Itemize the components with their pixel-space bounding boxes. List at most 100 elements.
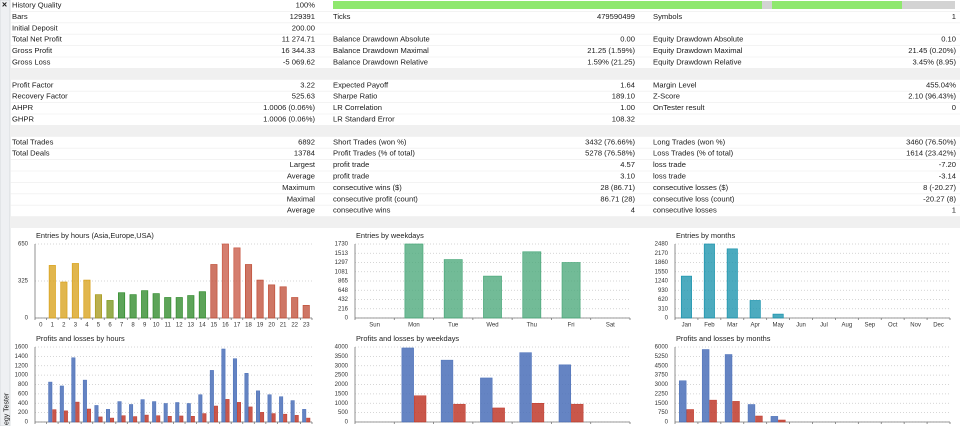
bar xyxy=(152,401,157,423)
x-tick-label: Aug xyxy=(842,323,853,329)
field-value: 0 xyxy=(952,103,956,112)
field-value: 11 274.71 xyxy=(282,35,315,44)
bar xyxy=(71,357,76,423)
bar xyxy=(703,243,715,319)
bar xyxy=(190,416,195,423)
bar xyxy=(198,394,203,423)
x-tick-label: Mon xyxy=(408,323,420,329)
x-tick-label: 19 xyxy=(257,323,264,329)
bar xyxy=(75,401,80,423)
field-value: 8 (-20.27) xyxy=(923,183,956,192)
bar xyxy=(83,279,91,319)
x-tick-label: 2 xyxy=(62,323,66,329)
bar xyxy=(267,394,272,423)
bar xyxy=(237,402,241,423)
field-value: 1614 (23.42%) xyxy=(906,149,956,158)
y-tick-label: 5250 xyxy=(655,354,669,360)
bar xyxy=(86,408,91,423)
field-label: Total Trades xyxy=(12,137,54,146)
y-tick-label: 1240 xyxy=(655,279,669,285)
field-value: 479590499 xyxy=(597,12,635,21)
chart: Entries by weekdays 0 216 432 648 865 1081 1297… xyxy=(335,231,631,329)
y-tick-label: 325 xyxy=(18,279,29,285)
bar xyxy=(141,290,149,319)
bar xyxy=(209,370,214,423)
bar xyxy=(210,264,218,319)
field-label: Profit Factor xyxy=(12,80,54,89)
field-value: 21.25 (1.59%) xyxy=(587,46,635,55)
bar xyxy=(244,264,253,319)
y-tick-label: 3500 xyxy=(335,354,349,360)
y-tick-label: 2500 xyxy=(335,373,349,379)
field-label: AHPR xyxy=(12,103,34,112)
bar xyxy=(401,347,414,423)
x-tick-label: 17 xyxy=(234,323,241,329)
x-tick-label: Jun xyxy=(796,323,806,329)
y-tick-label: 200 xyxy=(18,410,29,416)
field-value: 0.10 xyxy=(941,35,956,44)
field-label: Long Trades (won %) xyxy=(653,137,726,146)
bar xyxy=(701,349,710,423)
quality-gap xyxy=(902,1,955,9)
field-value: 6892 xyxy=(298,137,315,146)
y-tick-label: 432 xyxy=(338,297,349,303)
bar xyxy=(480,377,493,423)
bar xyxy=(453,403,466,423)
field-label: consecutive losses ($) xyxy=(653,183,729,192)
bar xyxy=(152,293,160,319)
bar xyxy=(98,416,103,423)
field-value: 189.10 xyxy=(612,92,635,101)
y-tick-label: 0 xyxy=(665,316,669,322)
bar xyxy=(726,248,738,319)
field-value: Average xyxy=(287,206,315,215)
bar xyxy=(772,313,784,319)
y-tick-label: 3000 xyxy=(335,363,349,369)
bar xyxy=(133,416,138,423)
x-tick-label: 9 xyxy=(143,323,147,329)
quality-gap xyxy=(762,1,772,9)
bar xyxy=(492,407,505,423)
side-label: egy Tester xyxy=(3,392,10,425)
bar xyxy=(306,417,311,423)
close-button[interactable]: × xyxy=(2,0,7,9)
field-label: Gross Loss xyxy=(12,58,51,67)
history-quality-bar xyxy=(333,1,955,9)
bar xyxy=(770,416,779,423)
bar xyxy=(531,403,545,423)
bar xyxy=(260,412,265,423)
field-label: Margin Level xyxy=(653,80,697,89)
y-tick-label: 1000 xyxy=(335,401,349,407)
y-tick-label: 0 xyxy=(345,316,349,322)
field-label: loss trade xyxy=(653,160,686,169)
bar xyxy=(52,409,57,423)
bar xyxy=(221,348,226,423)
bar xyxy=(291,297,299,319)
bar xyxy=(117,401,122,423)
bar xyxy=(118,292,126,319)
x-tick-label: 20 xyxy=(268,323,275,329)
y-tick-label: 0 xyxy=(345,420,349,426)
field-value: 21.45 (0.20%) xyxy=(908,46,956,55)
y-tick-label: 2480 xyxy=(655,242,669,248)
bar xyxy=(63,410,68,423)
bar xyxy=(202,413,207,423)
field-label: consecutive losses xyxy=(653,206,717,215)
y-tick-label: 620 xyxy=(658,297,669,303)
field-value: Average xyxy=(287,172,315,181)
field-label: consecutive wins ($) xyxy=(333,183,402,192)
bar xyxy=(747,404,756,423)
field-label: GHPR xyxy=(12,115,34,124)
bar xyxy=(94,405,99,423)
x-tick-label: May xyxy=(772,323,783,329)
field-value: 3432 (76.66%) xyxy=(585,137,635,146)
y-tick-label: 1500 xyxy=(655,401,669,407)
bar xyxy=(294,415,299,423)
y-tick-label: 2250 xyxy=(655,391,669,397)
x-tick-label: 8 xyxy=(131,323,135,329)
x-tick-label: Nov xyxy=(910,323,921,329)
field-label: Sharpe Ratio xyxy=(333,92,377,101)
y-tick-label: 3000 xyxy=(655,382,669,388)
x-tick-label: 23 xyxy=(303,323,310,329)
bar xyxy=(121,415,126,423)
